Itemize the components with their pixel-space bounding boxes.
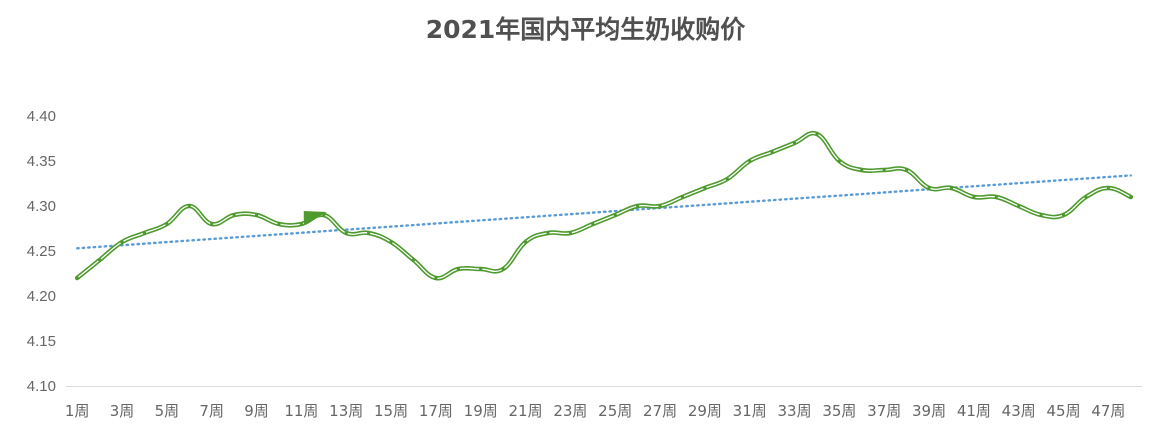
- data-point: [837, 159, 841, 163]
- data-point: [1061, 213, 1066, 217]
- arrow-marker: [303, 211, 327, 225]
- x-tick-label: 19周: [464, 402, 498, 420]
- data-point: [905, 168, 909, 172]
- data-point: [703, 186, 707, 190]
- y-tick-label: 4.40: [27, 108, 56, 125]
- x-tick-label: 3周: [110, 402, 135, 420]
- x-tick-label: 7周: [199, 402, 224, 420]
- data-point: [277, 222, 281, 226]
- data-point: [725, 177, 729, 181]
- x-tick-label: 29周: [688, 402, 722, 420]
- data-point: [613, 213, 617, 217]
- chart-title: 2021年国内平均生奶收购价: [425, 15, 746, 44]
- data-point: [142, 231, 147, 235]
- data-point: [882, 168, 886, 172]
- data-point: [546, 231, 550, 235]
- y-tick-label: 4.10: [27, 378, 56, 395]
- x-tick-label: 35周: [822, 402, 856, 420]
- y-tick-label: 4.15: [27, 333, 56, 350]
- data-point: [187, 204, 191, 208]
- y-tick-label: 4.30: [27, 198, 56, 215]
- x-tick-label: 17周: [419, 402, 453, 420]
- x-tick-label: 13周: [329, 402, 363, 420]
- trend-line: [76, 174, 1132, 250]
- data-point: [972, 195, 976, 199]
- data-point: [254, 213, 259, 217]
- data-point: [860, 168, 864, 172]
- x-tick-label: 37周: [867, 402, 901, 420]
- data-point: [1084, 195, 1088, 199]
- data-point: [994, 195, 998, 199]
- data-point: [949, 186, 954, 190]
- y-tick-label: 4.25: [27, 243, 56, 260]
- data-point: [658, 204, 662, 208]
- data-point: [479, 267, 483, 271]
- data-point: [322, 213, 326, 217]
- y-tick-label: 4.35: [27, 153, 56, 170]
- data-point: [501, 267, 505, 271]
- data-point: [568, 231, 572, 235]
- data-point: [792, 141, 797, 145]
- data-point: [98, 258, 102, 262]
- x-tick-label: 33周: [777, 402, 811, 420]
- y-tick-label: 4.20: [27, 288, 56, 305]
- data-point: [815, 132, 819, 136]
- data-point: [636, 204, 640, 208]
- data-point: [523, 240, 528, 244]
- data-point: [680, 195, 685, 199]
- data-point: [1106, 186, 1110, 190]
- data-point: [210, 222, 214, 226]
- data-point: [344, 231, 348, 235]
- x-tick-label: 47周: [1091, 402, 1125, 420]
- data-point: [591, 222, 595, 226]
- data-point: [770, 150, 774, 154]
- x-tick-label: 43周: [1002, 402, 1036, 420]
- data-point: [411, 258, 416, 262]
- data-point: [389, 240, 393, 244]
- x-tick-label: 5周: [155, 402, 180, 420]
- data-point: [120, 240, 124, 244]
- data-point: [748, 159, 752, 163]
- data-point: [75, 276, 79, 280]
- x-tick-label: 23周: [553, 402, 587, 420]
- x-tick-label: 15周: [374, 402, 408, 420]
- data-point: [1017, 204, 1021, 208]
- data-point: [434, 276, 438, 280]
- data-point: [367, 231, 371, 235]
- data-point: [456, 267, 460, 271]
- data-point: [1129, 195, 1133, 199]
- x-tick-label: 9周: [244, 402, 269, 420]
- data-point: [232, 213, 236, 217]
- series-line-outer: [74, 130, 1134, 281]
- data-point: [165, 222, 169, 226]
- data-point: [1039, 213, 1043, 217]
- x-tick-label: 21周: [508, 402, 542, 420]
- data-point: [927, 186, 931, 190]
- x-tick-label: 39周: [912, 402, 946, 420]
- x-tick-label: 1周: [65, 402, 90, 420]
- x-tick-label: 45周: [1046, 402, 1080, 420]
- x-tick-label: 11周: [284, 402, 318, 420]
- x-tick-label: 41周: [957, 402, 991, 420]
- x-tick-label: 31周: [733, 402, 767, 420]
- x-tick-label: 27周: [643, 402, 677, 420]
- data-point: [299, 222, 303, 226]
- series-line-inner: [76, 132, 1132, 279]
- x-tick-label: 25周: [598, 402, 632, 420]
